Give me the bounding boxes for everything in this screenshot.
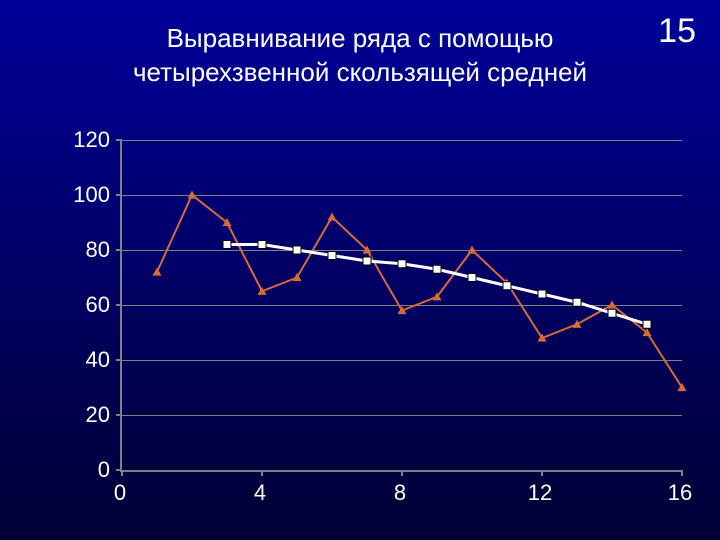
chart-plot-area <box>120 140 682 472</box>
series-moving-average <box>122 140 682 470</box>
x-tick <box>261 470 263 476</box>
x-tick <box>541 470 543 476</box>
y-axis-label: 60 <box>60 292 110 318</box>
x-axis-label: 12 <box>520 480 560 506</box>
y-axis-label: 100 <box>60 182 110 208</box>
x-tick <box>401 470 403 476</box>
title-line1: Выравнивание ряда с помощью <box>167 23 554 53</box>
y-axis-label: 120 <box>60 127 110 153</box>
x-axis-label: 4 <box>240 480 280 506</box>
x-tick <box>121 470 123 476</box>
y-axis-label: 20 <box>60 402 110 428</box>
x-axis-label: 8 <box>380 480 420 506</box>
y-axis-label: 80 <box>60 237 110 263</box>
x-axis-label: 16 <box>660 480 700 506</box>
x-tick <box>681 470 683 476</box>
title-line2: четырехзвенной скользящей средней <box>133 57 587 87</box>
slide: 15 Выравнивание ряда с помощью четырехзв… <box>0 0 720 540</box>
x-axis-label: 0 <box>100 480 140 506</box>
y-axis-label: 40 <box>60 347 110 373</box>
slide-title: Выравнивание ряда с помощью четырехзвенн… <box>0 22 720 90</box>
